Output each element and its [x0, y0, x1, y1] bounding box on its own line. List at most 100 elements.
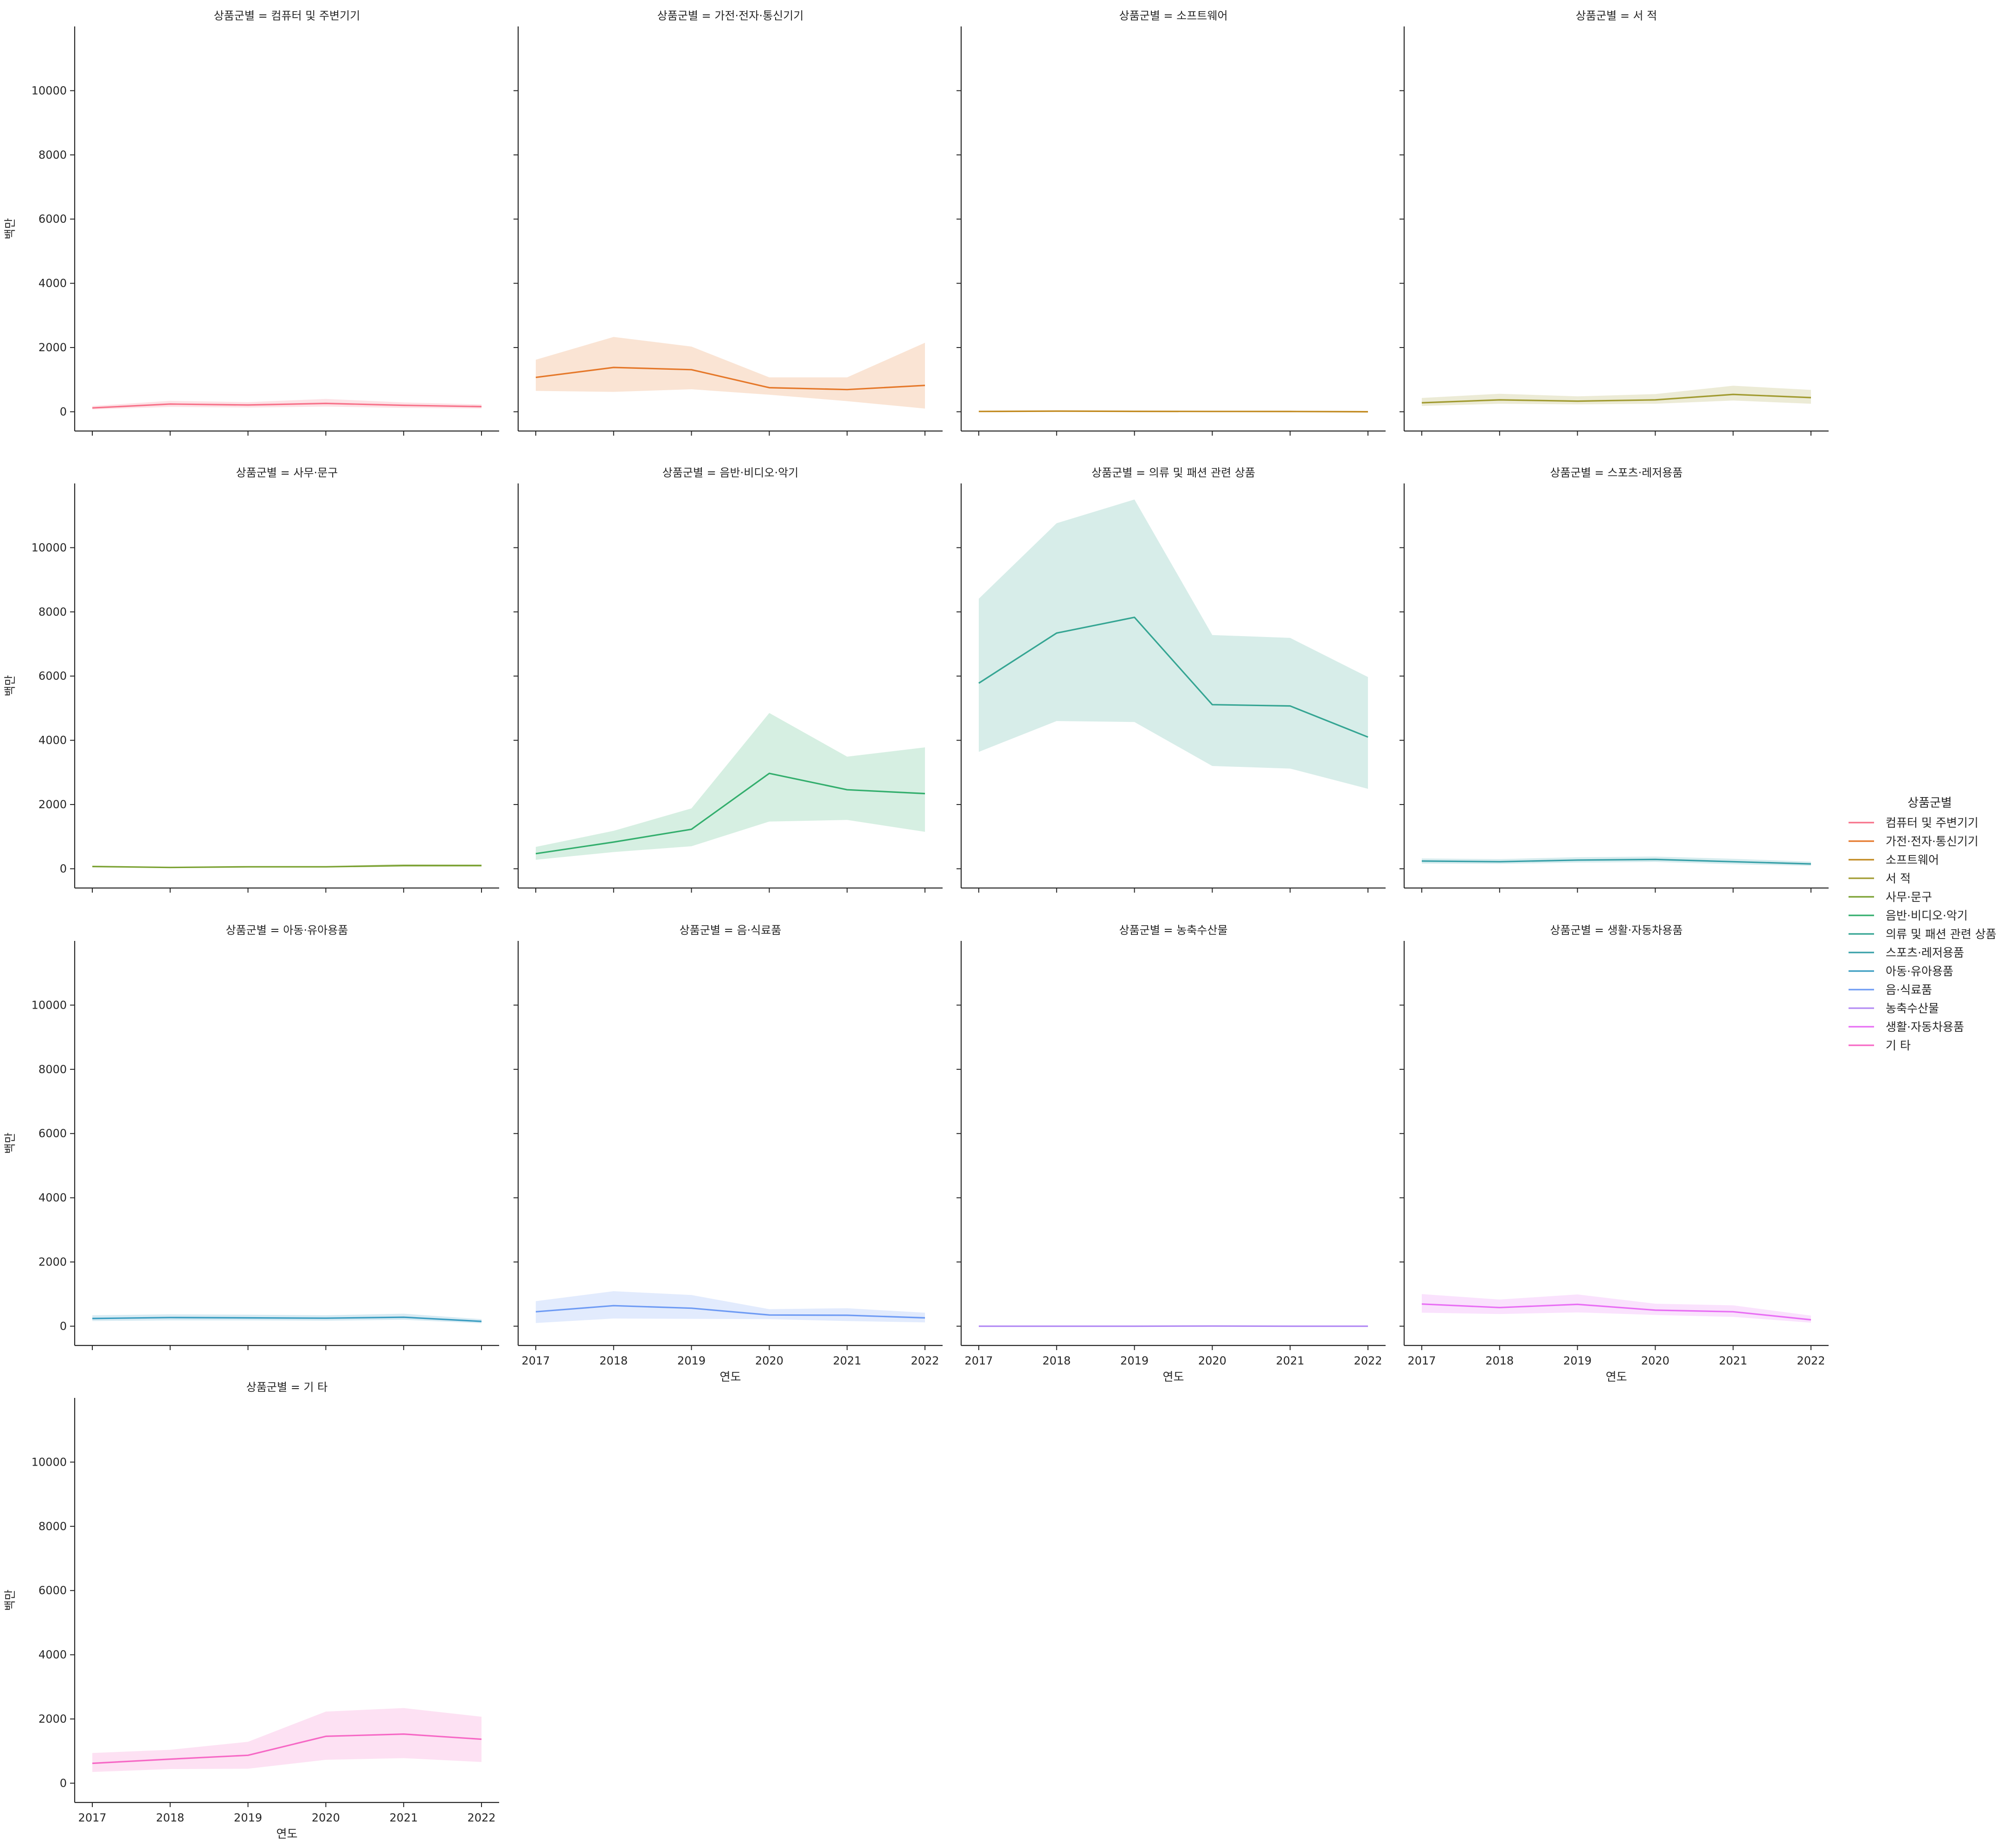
- y-tick-label: 10000: [32, 998, 67, 1011]
- y-tick-label: 6000: [39, 1584, 67, 1597]
- legend-item: 가전·전자·통신기기: [1849, 835, 1978, 848]
- series-line: [92, 864, 482, 869]
- facet-title: 상품군별 = 컴퓨터 및 주변기기: [214, 9, 360, 22]
- x-tick-label: 2020: [755, 1354, 783, 1367]
- y-tick-label: 0: [60, 1776, 67, 1789]
- legend-item: 서 적: [1849, 872, 1911, 885]
- facet-title: 상품군별 = 소프트웨어: [1119, 9, 1227, 22]
- y-tick-label: 0: [60, 1319, 67, 1332]
- legend-item: 생활·자동차용품: [1849, 1020, 1964, 1034]
- x-tick-label: 2019: [1120, 1354, 1149, 1367]
- facet-title: 상품군별 = 서 적: [1576, 9, 1657, 22]
- x-tick-label: 2019: [234, 1811, 262, 1824]
- y-tick-label: 8000: [39, 1520, 67, 1533]
- x-axis-label: 연도: [719, 1370, 741, 1384]
- confidence-band: [1422, 1294, 1811, 1323]
- y-tick-label: 2000: [39, 798, 67, 811]
- y-tick-label: 8000: [39, 148, 67, 161]
- x-tick-label: 2022: [911, 1354, 939, 1367]
- legend-label: 스포츠·레저용품: [1886, 946, 1964, 959]
- y-tick-label: 6000: [39, 1127, 67, 1140]
- y-tick-label: 0: [60, 405, 67, 418]
- confidence-band: [536, 713, 925, 860]
- series-line: [92, 1733, 482, 1764]
- facet-title: 상품군별 = 아동·유아용품: [226, 924, 348, 937]
- facet-title: 상품군별 = 가전·전자·통신기기: [657, 9, 804, 22]
- facet-title: 상품군별 = 음반·비디오·악기: [662, 466, 799, 479]
- x-tick-label: 2019: [1563, 1354, 1592, 1367]
- legend-item: 기 타: [1849, 1039, 1911, 1052]
- y-tick-label: 2000: [39, 1255, 67, 1268]
- x-tick-label: 2020: [1641, 1354, 1669, 1367]
- y-tick-label: 2000: [39, 1712, 67, 1725]
- legend-item: 아동·유아용품: [1849, 965, 1953, 978]
- y-tick-label: 10000: [32, 541, 67, 554]
- legend-title: 상품군별: [1907, 796, 1952, 810]
- facet-panel: 상품군별 = 아동·유아용품 0 2000 4000 6000 8000 10000 백만: [3, 924, 499, 1350]
- series-line: [92, 402, 482, 409]
- y-tick-label: 4000: [39, 277, 67, 290]
- series-line: [1421, 858, 1811, 865]
- series-line: [535, 772, 925, 855]
- x-tick-label: 2021: [390, 1811, 418, 1824]
- facet-title: 상품군별 = 기 타: [246, 1381, 327, 1394]
- legend-label: 음반·비디오·악기: [1886, 909, 1968, 922]
- x-tick-label: 2021: [1719, 1354, 1747, 1367]
- facet-panel: 상품군별 = 의류 및 패션 관련 상품: [957, 466, 1386, 893]
- legend-label: 사무·문구: [1886, 890, 1932, 904]
- y-tick-label: 8000: [39, 1063, 67, 1076]
- facet-panel: 상품군별 = 사무·문구 0 2000 4000 6000 8000 10000 백만: [3, 466, 499, 893]
- legend-label: 의류 및 패션 관련 상품: [1886, 927, 1997, 941]
- facet-panel: 상품군별 = 컴퓨터 및 주변기기 0 2000 4000 6000 8000 10000 백…: [3, 9, 499, 436]
- series-line: [535, 1305, 925, 1319]
- x-tick-label: 2017: [78, 1811, 106, 1824]
- facet-panel: 상품군별 = 음반·비디오·악기: [514, 466, 943, 893]
- legend-label: 생활·자동차용품: [1886, 1020, 1964, 1034]
- y-tick-label: 6000: [39, 669, 67, 682]
- series-line: [1421, 393, 1811, 404]
- facet-panel: 상품군별 = 기 타 0 2000 4000 6000 8000 10000 2017 2018…: [3, 1381, 499, 1841]
- legend-item: 농축수산물: [1849, 1002, 1939, 1015]
- series-line: [978, 616, 1368, 738]
- legend-label: 가전·전자·통신기기: [1886, 835, 1978, 848]
- y-tick-label: 4000: [39, 734, 67, 747]
- x-axis-label: 연도: [276, 1827, 297, 1841]
- x-tick-label: 2022: [467, 1811, 495, 1824]
- legend-item: 스포츠·레저용품: [1849, 946, 1964, 959]
- y-tick-label: 6000: [39, 212, 67, 225]
- legend-label: 컴퓨터 및 주변기기: [1886, 816, 1978, 830]
- y-tick-label: 8000: [39, 605, 67, 618]
- x-tick-label: 2018: [1485, 1354, 1514, 1367]
- x-tick-label: 2020: [1198, 1354, 1226, 1367]
- x-tick-label: 2017: [1407, 1354, 1436, 1367]
- y-tick-label: 10000: [32, 84, 67, 97]
- legend-label: 음·식료품: [1886, 983, 1932, 997]
- legend-item: 컴퓨터 및 주변기기: [1849, 816, 1978, 830]
- x-tick-label: 2020: [312, 1811, 340, 1824]
- x-tick-label: 2018: [1042, 1354, 1071, 1367]
- y-tick-label: 10000: [32, 1455, 67, 1468]
- facet-title: 상품군별 = 농축수산물: [1119, 924, 1227, 937]
- x-tick-label: 2017: [521, 1354, 550, 1367]
- series-line: [978, 410, 1368, 413]
- x-axis-label: 연도: [1162, 1370, 1184, 1384]
- series-line: [1421, 1303, 1811, 1321]
- y-axis-label: 백만: [3, 1590, 17, 1611]
- facet-panel: 상품군별 = 생활·자동차용품 2017 2018 2019 2020 2021 2022 연…: [1400, 924, 1829, 1384]
- series-line: [535, 367, 925, 391]
- legend-label: 농축수산물: [1886, 1002, 1939, 1015]
- facet-panel: 상품군별 = 소프트웨어: [957, 9, 1386, 436]
- x-axis-label: 연도: [1605, 1370, 1627, 1384]
- legend-label: 기 타: [1886, 1039, 1911, 1052]
- facet-title: 상품군별 = 사무·문구: [236, 466, 338, 479]
- facet-title: 상품군별 = 스포츠·레저용품: [1550, 466, 1683, 479]
- legend-item: 사무·문구: [1849, 890, 1932, 904]
- confidence-band: [1422, 856, 1811, 866]
- legend-label: 서 적: [1886, 872, 1911, 885]
- legend-item: 음·식료품: [1849, 983, 1932, 997]
- facet-panel: 상품군별 = 농축수산물 2017 2018 2019 2020 2021 2022 연도: [957, 924, 1386, 1384]
- y-axis-label: 백만: [3, 675, 17, 696]
- legend-label: 소프트웨어: [1886, 853, 1939, 867]
- legend-item: 음반·비디오·악기: [1849, 909, 1968, 922]
- y-axis-label: 백만: [3, 218, 17, 239]
